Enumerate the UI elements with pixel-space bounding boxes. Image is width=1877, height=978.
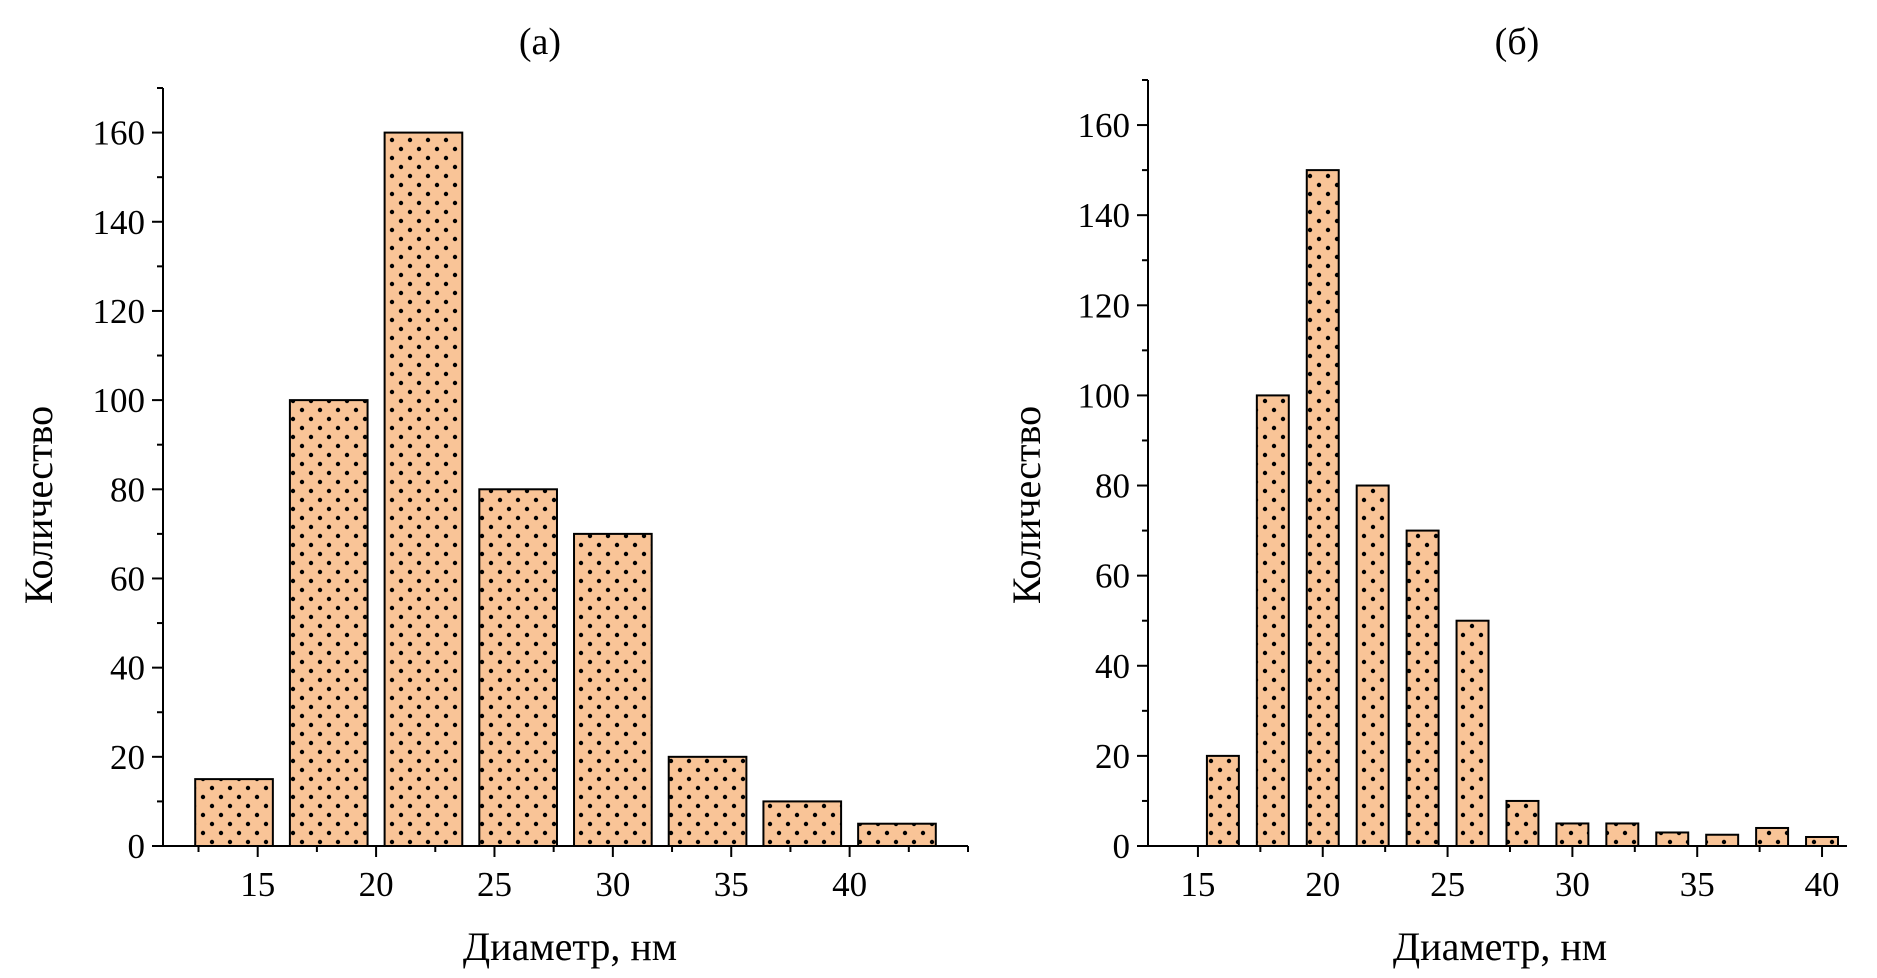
plot-area-b: 0 20 40 60 80 100 120 140 160 15 20 25 30 35 40 xyxy=(1078,79,1847,904)
y-tick-label-a-40: 40 xyxy=(110,649,145,688)
y-tick-label-a-60: 60 xyxy=(110,559,145,598)
x-tick-label-b-40: 40 xyxy=(1805,865,1840,904)
bar-pattern-a-1 xyxy=(288,399,369,847)
x-tick-label-b-20: 20 xyxy=(1305,865,1340,904)
y-axis-label-a: Количество xyxy=(16,406,61,604)
y-tick-label-a-0: 0 xyxy=(128,827,146,866)
x-tick-label-a-20: 20 xyxy=(359,865,394,904)
bar-pattern-a-4 xyxy=(573,532,653,847)
y-tick-label-a-100: 100 xyxy=(93,381,146,420)
y-tick-label-b-0: 0 xyxy=(1113,827,1131,866)
bar-pattern-b-6 xyxy=(1505,799,1540,847)
x-tick-label-a-15: 15 xyxy=(240,865,275,904)
bar-pattern-a-2 xyxy=(383,131,464,847)
y-axis-label-b: Количество xyxy=(1004,406,1049,604)
bar-pattern-a-3 xyxy=(478,488,558,847)
bar-pattern-b-7 xyxy=(1555,822,1590,847)
y-tick-label-a-80: 80 xyxy=(110,470,145,509)
x-axis-label-a: Диаметр, нм xyxy=(463,924,677,969)
bar-pattern-b-9 xyxy=(1655,831,1690,848)
y-tick-label-b-40: 40 xyxy=(1095,647,1130,686)
y-tick-label-b-100: 100 xyxy=(1078,376,1131,415)
panel-title-b: (б) xyxy=(1495,21,1540,63)
bar-pattern-b-10 xyxy=(1705,833,1740,847)
y-tick-label-b-140: 140 xyxy=(1078,196,1131,235)
bar-pattern-b-1 xyxy=(1255,394,1290,847)
bar-pattern-a-5 xyxy=(667,755,748,848)
x-tick-label-b-35: 35 xyxy=(1680,865,1715,904)
x-tick-label-a-25: 25 xyxy=(477,865,512,904)
bar-pattern-b-8 xyxy=(1605,822,1640,847)
x-tick-label-a-30: 30 xyxy=(595,865,630,904)
y-tick-label-a-120: 120 xyxy=(93,292,146,331)
y-tick-label-a-20: 20 xyxy=(110,738,145,777)
y-tick-label-b-60: 60 xyxy=(1095,557,1130,596)
y-tick-label-b-160: 160 xyxy=(1078,106,1131,145)
y-tick-label-b-120: 120 xyxy=(1078,286,1131,325)
panel-title-a: (а) xyxy=(519,21,561,63)
bar-pattern-b-3 xyxy=(1355,484,1390,847)
bar-pattern-b-5 xyxy=(1455,619,1490,847)
bar-pattern-a-7 xyxy=(857,822,937,847)
bar-pattern-a-6 xyxy=(762,800,843,847)
x-tick-label-a-40: 40 xyxy=(832,865,867,904)
bar-pattern-b-4 xyxy=(1405,529,1440,848)
bar-pattern-a-0 xyxy=(194,778,274,848)
y-tick-label-a-140: 140 xyxy=(93,203,146,242)
x-tick-label-b-15: 15 xyxy=(1180,865,1215,904)
x-tick-label-b-30: 30 xyxy=(1555,865,1590,904)
bar-pattern-b-11 xyxy=(1755,826,1790,847)
y-tick-label-b-20: 20 xyxy=(1095,737,1130,776)
plot-area-a: 0 20 40 60 80 100 120 140 160 15 20 25 30 35 40 xyxy=(93,87,969,904)
x-axis-label-b: Диаметр, нм xyxy=(1393,924,1607,969)
chart-panel-a: (а) 0 20 40 60 80 100 120 140 160 15 20 25 30 35 40 Ди… xyxy=(16,21,969,969)
bar-pattern-b-2 xyxy=(1305,169,1340,847)
y-tick-label-a-160: 160 xyxy=(93,114,146,153)
x-tick-label-b-25: 25 xyxy=(1430,865,1465,904)
x-tick-label-a-35: 35 xyxy=(714,865,749,904)
chart-panel-b: (б) 0 20 40 60 80 100 120 140 160 15 20 25 30 35 40 Ди… xyxy=(1004,21,1847,969)
bar-pattern-b-12 xyxy=(1805,835,1840,847)
bar-pattern-b-0 xyxy=(1205,754,1240,847)
y-tick-label-b-80: 80 xyxy=(1095,467,1130,506)
